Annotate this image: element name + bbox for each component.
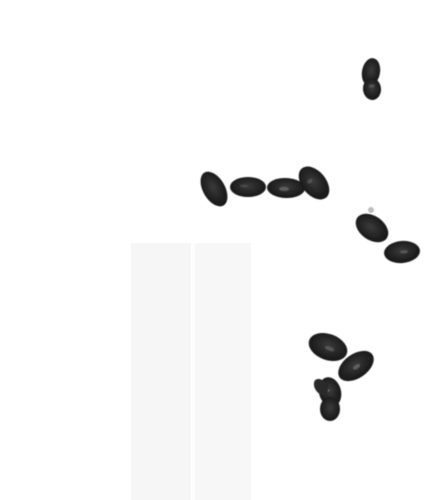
seed [361,58,381,86]
seeds [200,58,420,421]
seed [200,171,228,207]
seed [313,378,329,396]
seed [267,177,305,199]
panel-left [131,243,191,500]
seed-fleck [368,207,374,213]
seed [355,213,389,243]
seed [298,166,330,200]
seed [320,397,340,421]
seed [384,240,420,264]
seed [308,332,348,362]
translucent-panels [131,243,251,500]
panel-right [195,243,251,500]
seed [230,177,266,197]
seed [338,350,374,382]
seed [362,78,382,100]
